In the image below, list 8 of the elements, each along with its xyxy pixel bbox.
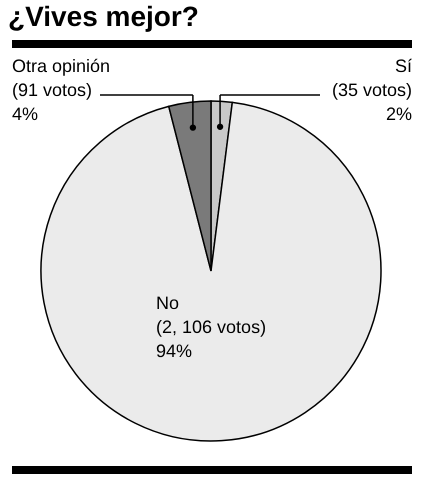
- slice-label: Otra opinión: [12, 56, 110, 76]
- data-label: (35 votos) 2%: [332, 80, 412, 124]
- slice-label: Sí: [394, 56, 412, 76]
- slice-label: No: [156, 293, 180, 313]
- data-label: (91 votos) 4%: [12, 80, 92, 124]
- data-label: (2, 106 votos) 94%: [156, 317, 266, 361]
- pie-slice: [40, 102, 382, 442]
- chart-title: ¿Vives mejor?: [8, 1, 199, 32]
